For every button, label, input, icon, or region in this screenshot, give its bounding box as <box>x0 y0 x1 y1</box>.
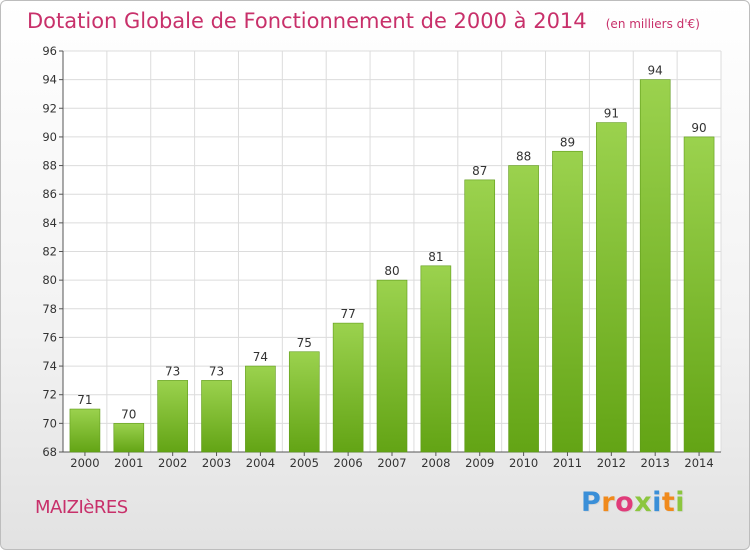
x-tick-label-2011: 2011 <box>553 456 582 470</box>
y-tick-label: 96 <box>42 44 57 58</box>
y-tick-label: 94 <box>42 73 57 87</box>
data-label-2004: 74 <box>253 350 268 364</box>
x-tick-label-2012: 2012 <box>597 456 626 470</box>
chart-subtitle: (en milliers d'€) <box>605 17 700 31</box>
y-tick-label: 78 <box>42 302 57 316</box>
x-tick-label-2004: 2004 <box>246 456 275 470</box>
bar-2003 <box>201 380 232 453</box>
bar-2009 <box>464 179 496 453</box>
x-tick-label-2008: 2008 <box>421 456 450 470</box>
data-label-2001: 70 <box>121 407 136 421</box>
x-tick-label-2007: 2007 <box>377 456 406 470</box>
data-label-2008: 81 <box>428 250 443 264</box>
bars <box>69 79 715 453</box>
bar-2002 <box>157 380 188 453</box>
data-label-2000: 71 <box>77 393 92 407</box>
x-tick-label-2013: 2013 <box>641 456 670 470</box>
data-label-2013: 94 <box>648 64 663 78</box>
bar-2005 <box>288 351 320 453</box>
bar-2007 <box>376 279 408 453</box>
x-tick-label-2002: 2002 <box>158 456 187 470</box>
bar-2000 <box>69 408 101 453</box>
title-row: Dotation Globale de Fonctionnement de 20… <box>27 9 700 33</box>
bar-2011 <box>552 150 583 453</box>
y-tick-label: 86 <box>42 187 57 201</box>
bar-2006 <box>332 322 364 453</box>
bar-2010 <box>508 165 539 453</box>
x-tick-label-2005: 2005 <box>290 456 319 470</box>
labels: 68 70 72 74 76 78 80 82 84 86 88 90 92 94 96 2000 71 2001… <box>42 44 713 470</box>
bar-2014 <box>683 136 715 453</box>
x-tick-label-2009: 2009 <box>465 456 494 470</box>
data-label-2010: 88 <box>516 150 531 164</box>
data-label-2007: 80 <box>384 264 399 278</box>
y-tick-label: 84 <box>42 216 57 230</box>
logo-letter: x <box>634 487 653 518</box>
proxiti-logo[interactable]: Proxiti <box>581 487 685 518</box>
x-tick-label-2003: 2003 <box>202 456 231 470</box>
chart-title: Dotation Globale de Fonctionnement de 20… <box>27 9 587 33</box>
y-tick-label: 80 <box>42 273 57 287</box>
data-label-2014: 90 <box>691 121 706 135</box>
logo-letter: t <box>661 487 676 518</box>
logo-letter: P <box>581 487 602 518</box>
y-tick-label: 88 <box>42 159 57 173</box>
y-tick-label: 72 <box>42 388 57 402</box>
bar-2004 <box>245 365 276 453</box>
logo-letter: o <box>615 487 635 518</box>
data-label-2011: 89 <box>560 135 575 149</box>
x-tick-label-2010: 2010 <box>509 456 538 470</box>
y-tick-label: 76 <box>42 330 57 344</box>
y-tick-label: 70 <box>42 416 57 430</box>
logo-letter: i <box>652 487 662 518</box>
logo-letter: r <box>601 487 616 518</box>
data-label-2012: 91 <box>604 107 619 121</box>
bar-2013 <box>639 79 671 453</box>
data-label-2003: 73 <box>209 364 224 378</box>
y-tick-label: 92 <box>42 101 57 115</box>
x-tick-label-2014: 2014 <box>684 456 713 470</box>
x-tick-label-2006: 2006 <box>333 456 362 470</box>
y-tick-label: 68 <box>42 445 57 459</box>
logo-letter: i <box>675 487 686 518</box>
bar-2008 <box>420 265 452 453</box>
y-tick-label: 90 <box>42 130 57 144</box>
x-tick-label-2001: 2001 <box>114 456 143 470</box>
commune-name: MAIZIèRES <box>35 497 128 518</box>
bar-2012 <box>596 122 627 453</box>
y-tick-label: 74 <box>42 359 57 373</box>
x-tick-label-2000: 2000 <box>70 456 99 470</box>
data-label-2002: 73 <box>165 364 180 378</box>
data-label-2009: 87 <box>472 164 487 178</box>
y-tick-label: 82 <box>42 245 57 259</box>
bar-2001 <box>113 423 145 453</box>
data-label-2006: 77 <box>340 307 355 321</box>
data-label-2005: 75 <box>297 336 312 350</box>
